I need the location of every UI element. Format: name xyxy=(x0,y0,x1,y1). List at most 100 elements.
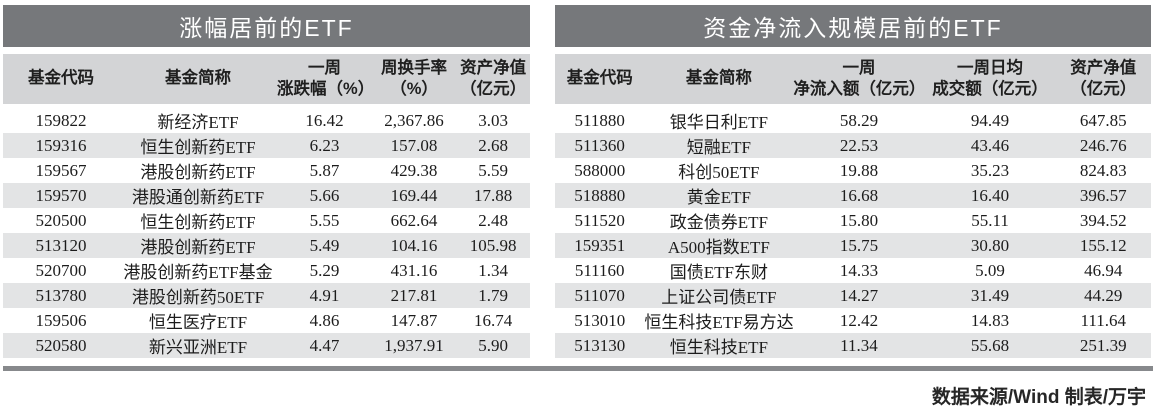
fund-name-cell: 国债ETF东财 xyxy=(669,263,768,282)
value-cell: 2.68 xyxy=(478,135,508,155)
value-cell: 16.42 xyxy=(305,110,344,130)
value-cell: 5.55 xyxy=(309,210,340,230)
gainers-table-block: 涨幅居前的ETF 基金代码 基金简称 一周 涨跌幅（%） 周换手率 （%） 资产净值 （亿元）… xyxy=(3,5,530,358)
fund-code-cell: 511160 xyxy=(574,260,625,280)
fund-name-cell: 港股创新药ETF xyxy=(140,238,256,257)
tables-row: 涨幅居前的ETF 基金代码 基金简称 一周 涨跌幅（%） 周换手率 （%） 资产净值 （亿元）… xyxy=(3,5,1151,358)
fund-name-cell: A500指数ETF xyxy=(667,238,770,257)
column-header: 基金代码 xyxy=(3,54,119,108)
fund-code-cell: 520700 xyxy=(35,260,87,280)
value-cell: 157.08 xyxy=(390,135,438,155)
value-cell: 4.91 xyxy=(309,285,340,305)
inflow-table-block: 资金净流入规模居前的ETF 基金代码 基金简称 一周 净流入额（亿元） 一周日均 成交额（… xyxy=(555,5,1151,358)
table-row: 520500 恒生创新药ETF 5.55 662.64 2.48 xyxy=(3,208,530,233)
value-cell: 55.68 xyxy=(970,335,1010,355)
table-row: 511520 政金债券ETF 15.80 55.11 394.52 xyxy=(555,208,1151,233)
gainers-table-title: 涨幅居前的ETF xyxy=(3,5,530,47)
fund-name-cell: 政金债券ETF xyxy=(669,213,768,232)
value-cell: 6.23 xyxy=(309,135,340,155)
value-cell: 105.98 xyxy=(469,235,517,255)
value-cell: 2.48 xyxy=(478,210,508,230)
value-cell: 5.49 xyxy=(309,235,340,255)
column-header: 资产净值 （亿元） xyxy=(456,54,530,108)
bottom-rule xyxy=(3,366,1153,371)
column-header: 一周日均 成交额（亿元） xyxy=(924,54,1056,108)
fund-code-cell: 159506 xyxy=(35,310,87,330)
gainers-table: 基金代码 基金简称 一周 涨跌幅（%） 周换手率 （%） 资产净值 （亿元） 159822 新经… xyxy=(3,54,530,358)
value-cell: 5.90 xyxy=(478,335,508,355)
value-cell: 5.09 xyxy=(975,260,1005,280)
table-row: 513010 恒生科技ETF易方达 12.42 14.83 111.64 xyxy=(555,308,1151,333)
value-cell: 3.03 xyxy=(478,110,508,130)
table-row: 518880 黄金ETF 16.68 16.40 396.57 xyxy=(555,183,1151,208)
value-cell: 44.29 xyxy=(1084,285,1123,305)
inflow-table-body: 511880 银华日利ETF 58.29 94.49 647.85 511360 短融ETF… xyxy=(555,106,1151,358)
value-cell: 31.49 xyxy=(970,285,1010,305)
table-row: 159506 恒生医疗ETF 4.86 147.87 16.74 xyxy=(3,308,530,333)
value-cell: 16.40 xyxy=(970,185,1010,205)
column-header: 基金代码 xyxy=(555,54,645,108)
fund-code-cell: 159567 xyxy=(35,160,87,180)
value-cell: 251.39 xyxy=(1079,335,1127,355)
fund-code-cell: 520500 xyxy=(35,210,87,230)
fund-code-cell: 159822 xyxy=(35,110,87,130)
value-cell: 4.86 xyxy=(309,310,340,330)
fund-code-cell: 159316 xyxy=(35,135,87,155)
value-cell: 94.49 xyxy=(970,110,1010,130)
column-header: 一周 涨跌幅（%） xyxy=(277,54,374,108)
value-cell: 30.80 xyxy=(970,235,1010,255)
fund-code-cell: 159570 xyxy=(35,185,87,205)
table-row: 520580 新兴亚洲ETF 4.47 1,937.91 5.90 xyxy=(3,333,530,358)
fund-code-cell: 511360 xyxy=(574,135,625,155)
table-row: 511880 银华日利ETF 58.29 94.49 647.85 xyxy=(555,106,1151,133)
fund-name-cell: 短融ETF xyxy=(686,138,751,157)
table-row: 511070 上证公司债ETF 14.27 31.49 44.29 xyxy=(555,283,1151,308)
value-cell: 147.87 xyxy=(390,310,438,330)
value-cell: 14.83 xyxy=(970,310,1010,330)
fund-name-cell: 恒生医疗ETF xyxy=(148,313,248,332)
table-row: 513120 港股创新药ETF 5.49 104.16 105.98 xyxy=(3,233,530,258)
value-cell: 429.38 xyxy=(390,160,438,180)
value-cell: 217.81 xyxy=(390,285,438,305)
fund-name-cell: 恒生创新药ETF xyxy=(140,213,256,232)
fund-code-cell: 520580 xyxy=(35,335,87,355)
value-cell: 55.11 xyxy=(971,210,1009,230)
value-cell: 111.64 xyxy=(1080,310,1127,330)
value-cell: 43.46 xyxy=(970,135,1010,155)
source-note: 数据来源/Wind 制表/万宇 xyxy=(931,387,1146,408)
fund-code-cell: 511520 xyxy=(574,210,625,230)
table-row: 159316 恒生创新药ETF 6.23 157.08 2.68 xyxy=(3,133,530,158)
column-header: 基金简称 xyxy=(644,54,794,108)
fund-name-cell: 港股通创新药ETF xyxy=(131,188,265,207)
gainers-table-header: 基金代码 基金简称 一周 涨跌幅（%） 周换手率 （%） 资产净值 （亿元） xyxy=(3,54,530,108)
table-row: 520700 港股创新药ETF基金 5.29 431.16 1.34 xyxy=(3,258,530,283)
fund-code-cell: 511070 xyxy=(574,285,625,305)
fund-name-cell: 银华日利ETF xyxy=(669,113,768,132)
table-row: 511160 国债ETF东财 14.33 5.09 46.94 xyxy=(555,258,1151,283)
value-cell: 16.68 xyxy=(839,185,879,205)
value-cell: 647.85 xyxy=(1079,110,1127,130)
value-cell: 15.80 xyxy=(839,210,879,230)
table-row: 513130 恒生科技ETF 11.34 55.68 251.39 xyxy=(555,333,1151,358)
value-cell: 4.47 xyxy=(309,335,340,355)
value-cell: 1.79 xyxy=(478,285,508,305)
table-row: 159822 新经济ETF 16.42 2,367.86 3.03 xyxy=(3,106,530,133)
inflow-table-header: 基金代码 基金简称 一周 净流入额（亿元） 一周日均 成交额（亿元） 资产净值 （亿元） xyxy=(555,54,1151,108)
table-row: 511360 短融ETF 22.53 43.46 246.76 xyxy=(555,133,1151,158)
column-header: 周换手率 （%） xyxy=(371,54,457,108)
fund-code-cell: 513780 xyxy=(35,285,87,305)
fund-name-cell: 港股创新药50ETF xyxy=(131,288,265,307)
value-cell: 22.53 xyxy=(839,135,879,155)
value-cell: 246.76 xyxy=(1079,135,1127,155)
fund-name-cell: 港股创新药ETF xyxy=(140,163,256,182)
column-header: 资产净值 （亿元） xyxy=(1055,54,1151,108)
fund-code-cell: 513130 xyxy=(574,335,626,355)
fund-name-cell: 黄金ETF xyxy=(686,188,751,207)
value-cell: 58.29 xyxy=(839,110,879,130)
fund-code-cell: 588000 xyxy=(574,160,626,180)
value-cell: 824.83 xyxy=(1079,160,1127,180)
value-cell: 16.74 xyxy=(473,310,513,330)
fund-name-cell: 恒生科技ETF易方达 xyxy=(644,313,794,332)
value-cell: 5.59 xyxy=(478,160,508,180)
value-cell: 662.64 xyxy=(390,210,438,230)
